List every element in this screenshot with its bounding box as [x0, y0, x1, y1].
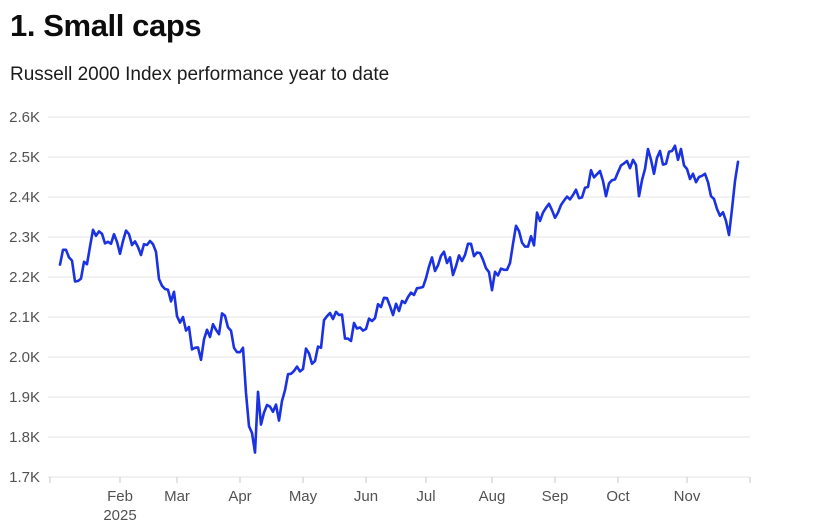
y-axis-label: 1.9K	[9, 389, 40, 406]
y-axis-label: 2.4K	[9, 189, 40, 206]
y-axis-label: 2.5K	[9, 149, 40, 166]
x-axis-label: Mar	[164, 488, 190, 505]
x-axis-label: Sep	[542, 488, 569, 505]
y-axis-label: 1.8K	[9, 429, 40, 446]
section-title: 1. Small caps	[10, 8, 202, 43]
x-axis-year-label: 2025	[103, 507, 136, 524]
index-line-series	[58, 144, 740, 454]
x-axis-label: Jul	[416, 488, 435, 505]
y-axis-label: 2.0K	[9, 349, 40, 366]
y-axis-label: 2.1K	[9, 309, 40, 326]
x-axis-label: Feb	[107, 488, 133, 505]
y-axis-label: 1.7K	[9, 469, 40, 486]
y-axis-label: 2.3K	[9, 229, 40, 246]
y-axis-label: 2.6K	[9, 109, 40, 126]
x-axis-label: Oct	[606, 488, 630, 505]
x-axis-label: Jun	[354, 488, 378, 505]
x-axis-label: Nov	[674, 488, 701, 505]
x-axis-label: May	[289, 488, 318, 505]
x-axis-label: Apr	[228, 488, 251, 505]
x-axis-label: Aug	[479, 488, 506, 505]
y-axis-label: 2.2K	[9, 269, 40, 286]
chart-subtitle: Russell 2000 Index performance year to d…	[10, 64, 390, 85]
